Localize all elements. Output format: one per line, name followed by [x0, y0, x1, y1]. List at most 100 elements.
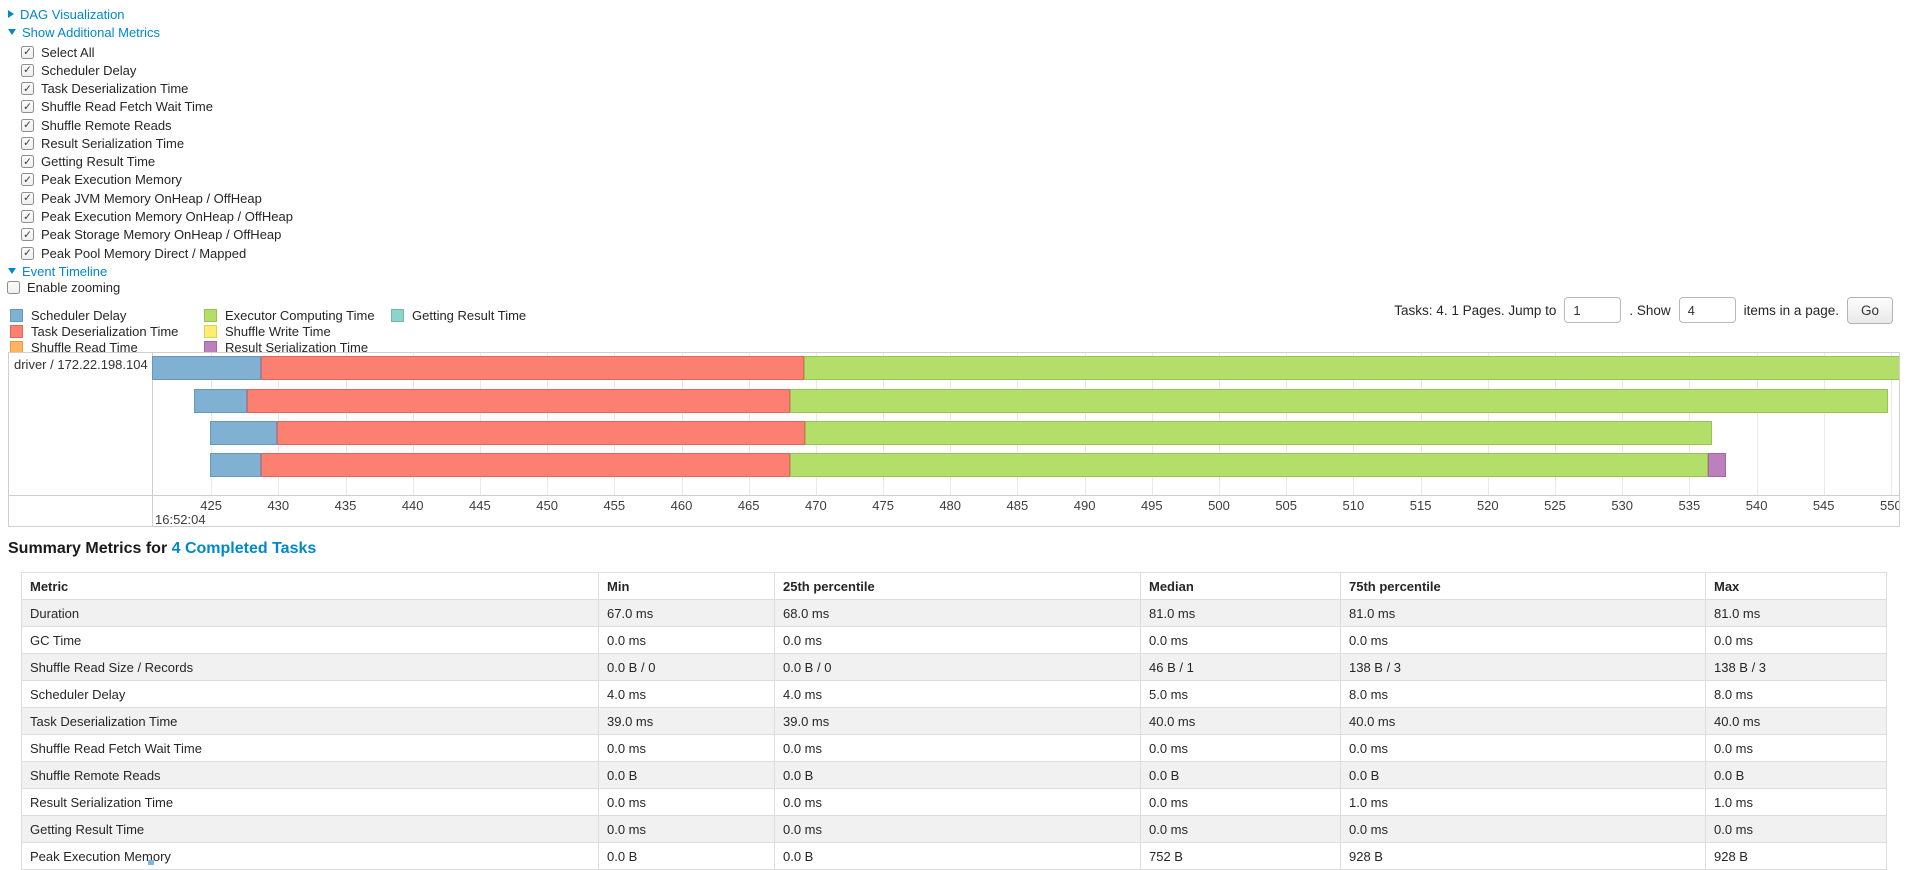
scheduler-delay-segment[interactable]: [209, 453, 261, 477]
legend-column: Scheduler Delay Task Deserialization Time…: [10, 307, 204, 356]
checkbox-checked-icon[interactable]: ✓: [21, 246, 34, 260]
metric-value-cell: 67.0 ms: [598, 599, 775, 627]
additional-metrics-list: ✓ Select All ✓ Scheduler Delay ✓ Task Deseria…: [21, 43, 293, 262]
checkbox-checked-icon[interactable]: ✓: [21, 118, 34, 132]
table-row: Scheduler Delay 4.0 ms 4.0 ms 5.0 ms 8.0 ms 8…: [21, 680, 1887, 708]
metric-checkbox-item[interactable]: ✓ Select All: [21, 43, 293, 61]
items-per-page-input[interactable]: [1678, 297, 1736, 323]
metric-checkbox-item[interactable]: ✓ Scheduler Delay: [21, 61, 293, 79]
executor-computing-swatch-icon: [204, 308, 217, 322]
metric-checkbox-item[interactable]: ✓ Result Serialization Time: [21, 134, 293, 152]
checkbox-unchecked-icon[interactable]: [7, 281, 20, 294]
checkbox-checked-icon[interactable]: ✓: [21, 228, 34, 242]
axis-tick-label: 535: [1678, 498, 1701, 513]
legend-item: Shuffle Read Time: [10, 340, 204, 356]
metric-value-cell: 138 B / 3: [1340, 653, 1706, 681]
checkbox-checked-icon[interactable]: ✓: [21, 63, 34, 77]
executor-computing-segment[interactable]: [790, 453, 1709, 477]
metric-value-cell: 0.0 ms: [1140, 626, 1341, 654]
executor-computing-segment[interactable]: [803, 356, 1899, 380]
checkbox-checked-icon[interactable]: ✓: [21, 173, 34, 187]
metric-value-cell: 1.0 ms: [1340, 788, 1706, 816]
scheduler-delay-segment[interactable]: [209, 421, 277, 445]
executor-computing-segment[interactable]: [790, 389, 1889, 413]
toggle-dag-visualization[interactable]: DAG Visualization: [8, 6, 125, 22]
task-deserialization-segment[interactable]: [277, 421, 806, 445]
axis-tick-label: 435: [334, 498, 357, 513]
event-timeline-chart: driver / 172.22.198.104 16:52:04 425 430 4…: [8, 352, 1900, 527]
metric-value-cell: 928 B: [1340, 842, 1706, 870]
checkbox-checked-icon[interactable]: ✓: [21, 100, 34, 114]
metric-value-cell: 0.0 ms: [1705, 626, 1887, 654]
metric-value-cell: 0.0 ms: [1340, 815, 1706, 843]
metric-value-cell: 81.0 ms: [1140, 599, 1341, 627]
task-deserialization-segment[interactable]: [260, 453, 791, 477]
result-serialization-segment[interactable]: [1708, 453, 1726, 477]
metric-value-cell: 0.0 ms: [1140, 734, 1341, 762]
axis-tick-label: 545: [1812, 498, 1835, 513]
legend-item-label: Shuffle Write Time: [225, 324, 331, 340]
checkbox-checked-icon[interactable]: ✓: [21, 82, 34, 96]
metric-value-cell: 4.0 ms: [774, 680, 1141, 708]
toggle-show-additional-metrics[interactable]: Show Additional Metrics: [8, 24, 160, 40]
clipped-next-section-fragment: [148, 860, 154, 865]
metric-checkbox-item[interactable]: ✓ Task Deserialization Time: [21, 80, 293, 98]
metric-value-cell: 0.0 ms: [774, 626, 1141, 654]
metric-checkbox-item[interactable]: ✓ Peak Execution Memory OnHeap / OffHeap: [21, 207, 293, 225]
metric-checkbox-item[interactable]: ✓ Peak JVM Memory OnHeap / OffHeap: [21, 189, 293, 207]
metric-name-cell: Shuffle Read Fetch Wait Time: [21, 734, 599, 762]
task-deserialization-segment[interactable]: [260, 356, 804, 380]
axis-tick-label: 430: [267, 498, 290, 513]
toggle-event-timeline[interactable]: Event Timeline: [8, 263, 107, 279]
axis-tick-label: 550: [1880, 498, 1900, 513]
metric-value-cell: 0.0 B / 0: [774, 653, 1141, 681]
metric-value-cell: 1.0 ms: [1705, 788, 1887, 816]
jump-to-page-input[interactable]: [1564, 297, 1622, 323]
scheduler-delay-segment[interactable]: [152, 356, 261, 380]
legend-item: Scheduler Delay: [10, 307, 204, 323]
scheduler-delay-segment[interactable]: [193, 389, 248, 413]
checkbox-checked-icon[interactable]: ✓: [21, 155, 34, 169]
checkbox-checked-icon[interactable]: ✓: [21, 45, 34, 59]
checkbox-checked-icon[interactable]: ✓: [21, 136, 34, 150]
metric-name-cell: GC Time: [21, 626, 599, 654]
metric-checkbox-item[interactable]: ✓ Peak Storage Memory OnHeap / OffHeap: [21, 226, 293, 244]
getting-result-swatch-icon: [391, 308, 404, 322]
legend-item: Shuffle Write Time: [204, 323, 391, 339]
metric-value-cell: 81.0 ms: [1705, 599, 1887, 627]
task-deserialization-segment[interactable]: [247, 389, 791, 413]
completed-tasks-link[interactable]: 4 Completed Tasks: [171, 540, 317, 557]
legend-item: Result Serialization Time: [204, 340, 391, 356]
axis-tick-label: 540: [1745, 498, 1768, 513]
metric-value-cell: 0.0 B: [1705, 761, 1887, 789]
axis-tick-label: 470: [805, 498, 827, 513]
scheduler-delay-swatch-icon: [10, 308, 23, 322]
table-header-cell: Metric: [21, 572, 599, 600]
metric-name-cell: Duration: [21, 599, 599, 627]
table-row: Getting Result Time 0.0 ms 0.0 ms 0.0 ms 0.0…: [21, 815, 1887, 843]
metric-value-cell: 0.0 B: [1340, 761, 1706, 789]
axis-tick-label: 495: [1140, 498, 1163, 513]
axis-tick-label: 510: [1342, 498, 1365, 513]
legend-item-label: Scheduler Delay: [31, 307, 127, 323]
metric-checkbox-item[interactable]: ✓ Peak Pool Memory Direct / Mapped: [21, 244, 293, 262]
metric-checkbox-item[interactable]: ✓ Peak Execution Memory: [21, 171, 293, 189]
gridline: [1890, 353, 1892, 495]
metric-value-cell: 81.0 ms: [1340, 599, 1706, 627]
metric-value-cell: 0.0 B: [774, 842, 1141, 870]
gridline: [1823, 353, 1825, 495]
table-row: Shuffle Read Fetch Wait Time 0.0 ms 0.0 ms…: [21, 734, 1887, 762]
executor-computing-segment[interactable]: [805, 421, 1713, 445]
metric-checkbox-label: Peak Execution Memory: [41, 172, 182, 188]
toggle-dag-label: DAG Visualization: [20, 6, 125, 22]
checkbox-checked-icon[interactable]: ✓: [21, 210, 34, 224]
checkbox-checked-icon[interactable]: ✓: [21, 191, 34, 205]
metric-value-cell: 0.0 ms: [598, 815, 775, 843]
metric-checkbox-item[interactable]: ✓ Getting Result Time: [21, 153, 293, 171]
metric-value-cell: 0.0 B / 0: [598, 653, 775, 681]
axis-tick-label: 425: [200, 498, 222, 513]
metric-checkbox-item[interactable]: ✓ Shuffle Remote Reads: [21, 116, 293, 134]
go-button[interactable]: Go: [1846, 296, 1893, 324]
enable-zooming-option[interactable]: Enable zooming: [7, 280, 120, 295]
metric-checkbox-item[interactable]: ✓ Shuffle Read Fetch Wait Time: [21, 98, 293, 116]
